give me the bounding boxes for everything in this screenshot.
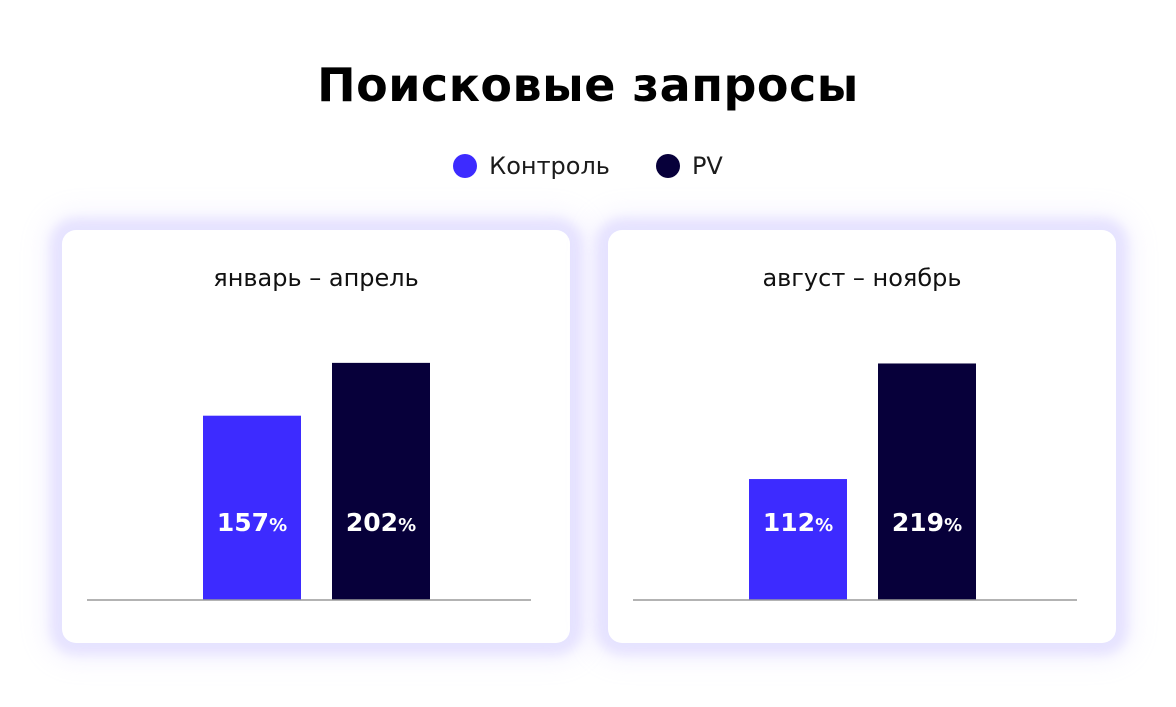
value-label-jan-apr-pv: 202% (346, 508, 416, 537)
panel-title-jan-apr: январь – апрель (213, 264, 419, 292)
legend-item-pv: PV (655, 152, 723, 180)
bar-chart-aug-nov: 112% 219% (633, 363, 1077, 601)
bar-aug-nov-pv (878, 363, 976, 600)
bar-jan-apr-control (203, 415, 301, 600)
chart-panel-jan-apr: январь – апрель 157% 202% (62, 230, 570, 643)
bar-chart-jan-apr: 157% 202% (87, 362, 531, 601)
value-label-aug-nov-control: 112% (763, 508, 833, 537)
legend-label-pv: PV (691, 152, 723, 180)
legend-label-control: Контроль (489, 152, 610, 180)
page-title: Поисковые запросы (317, 58, 859, 112)
bar-aug-nov-control (749, 479, 847, 600)
bar-jan-apr-pv (332, 362, 430, 600)
value-label-aug-nov-pv: 219% (892, 508, 962, 537)
legend-dot-control (453, 154, 478, 178)
legend-item-control: Контроль (453, 152, 610, 180)
chart-panel-aug-nov: август – ноябрь 112% 219% (608, 230, 1116, 643)
legend: Контроль PV (0, 152, 1176, 180)
legend-dot-pv (655, 154, 680, 178)
panel-title-aug-nov: август – ноябрь (762, 264, 962, 292)
value-label-jan-apr-control: 157% (217, 508, 287, 537)
